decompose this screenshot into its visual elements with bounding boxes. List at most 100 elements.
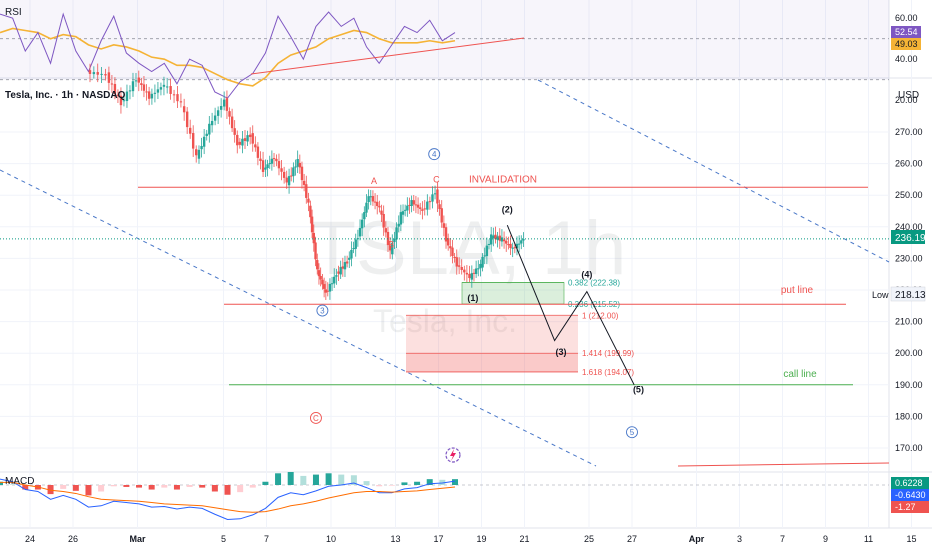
macd-histogram-bar xyxy=(401,482,408,485)
macd-histogram-bar xyxy=(161,485,168,488)
fib-lower-deep-zone xyxy=(406,353,578,372)
macd-label: MACD xyxy=(5,476,34,487)
candle-body xyxy=(463,269,466,273)
candle-body xyxy=(159,87,163,90)
macd-histogram-bar xyxy=(426,479,433,485)
candle-body xyxy=(352,248,355,250)
currency-label[interactable]: USD xyxy=(898,90,919,101)
candle-body xyxy=(259,158,262,161)
candle-body xyxy=(391,242,394,255)
wave-label-7: (5) xyxy=(633,385,644,395)
candle-body xyxy=(236,134,239,146)
candle-body xyxy=(406,205,409,211)
candle-body xyxy=(241,138,244,146)
candle-body xyxy=(483,255,486,257)
macd-histogram-bar xyxy=(249,485,256,488)
macd-histogram-bar xyxy=(123,485,130,487)
candle-body xyxy=(116,94,120,97)
candle-body xyxy=(408,204,411,206)
candle-body xyxy=(248,134,252,137)
candle-body xyxy=(254,144,257,148)
candle-body xyxy=(465,272,469,275)
candle-body xyxy=(110,83,114,85)
invalidation-label: INVALIDATION xyxy=(469,174,537,185)
wave-label-2: C xyxy=(433,175,440,185)
candle-body xyxy=(367,196,370,203)
candle-body xyxy=(371,196,375,202)
time-tick-13: 3 xyxy=(737,534,742,544)
macd-histogram-bar xyxy=(388,485,395,486)
candle-body xyxy=(395,227,398,240)
rsi-ma-value-badge: 49.03 xyxy=(891,38,921,50)
candle-body xyxy=(455,257,458,267)
candle-body xyxy=(251,133,254,144)
candle-body xyxy=(213,115,217,121)
candle-body xyxy=(487,243,491,246)
time-tick-0: 24 xyxy=(25,534,35,544)
circled-wave-label-2: C xyxy=(313,414,319,423)
candle-body xyxy=(145,91,148,93)
macd-histogram-bar xyxy=(60,485,67,489)
fib-lower-label-1: 1.414 (199.99) xyxy=(582,349,634,358)
candle-body xyxy=(522,239,525,241)
put-line-label: put line xyxy=(781,285,814,296)
candlesticks xyxy=(0,63,889,301)
lower-red-trendline xyxy=(677,462,890,467)
price-tick-9: 180.00 xyxy=(895,411,923,421)
candle-body xyxy=(337,271,340,274)
candle-body xyxy=(319,276,322,280)
candle-body xyxy=(230,116,234,129)
rsi-axis-tick-1: 40.00 xyxy=(895,54,918,64)
candle-body xyxy=(326,290,329,292)
signal-value-badge: -0.6430 xyxy=(891,489,929,501)
histogram-value: -1.27 xyxy=(895,502,916,512)
time-tick-7: 17 xyxy=(433,534,443,544)
candle-body xyxy=(397,223,400,227)
time-tick-1: 26 xyxy=(68,534,78,544)
time-tick-8: 19 xyxy=(476,534,486,544)
candle-body xyxy=(310,216,314,233)
upper-channel-line xyxy=(537,79,890,263)
drawn-lines: INVALIDATION put line call line xyxy=(0,79,890,467)
candle-body xyxy=(128,90,132,92)
signal-value: -0.6430 xyxy=(895,490,926,500)
low-label: Low xyxy=(872,290,889,300)
low-value: 218.13 xyxy=(895,290,926,301)
candle-body xyxy=(498,235,501,241)
macd-histogram-bar xyxy=(350,475,357,485)
candle-body xyxy=(210,120,214,126)
candle-body xyxy=(472,272,476,274)
candle-body xyxy=(360,219,364,229)
candle-body xyxy=(436,189,439,204)
candle-body xyxy=(309,205,312,218)
candle-body xyxy=(194,149,198,156)
macd-histogram-bar xyxy=(47,485,54,495)
candle-body xyxy=(365,202,368,213)
macd-histogram-bar xyxy=(148,485,155,490)
candle-body xyxy=(330,283,334,285)
candle-body xyxy=(122,100,126,102)
candle-body xyxy=(339,267,342,275)
candle-body xyxy=(256,146,260,158)
candle-body xyxy=(333,276,336,284)
candle-body xyxy=(113,83,117,95)
candle-body xyxy=(410,200,413,207)
candle-body xyxy=(197,149,201,159)
macd-panel xyxy=(0,472,889,520)
candle-body xyxy=(285,177,288,183)
wave-annotations: A B C (1) (2) (4) (3) (5) 4 3 C 5 xyxy=(310,148,644,463)
rsi-value-badge: 52.54 xyxy=(891,26,921,38)
candle-body xyxy=(314,242,317,260)
candle-body xyxy=(176,94,179,102)
time-tick-9: 21 xyxy=(519,534,529,544)
candle-body xyxy=(104,74,107,76)
candle-body xyxy=(246,135,249,142)
candle-body xyxy=(485,245,489,257)
macd-histogram-bar xyxy=(186,485,193,487)
macd-histogram-bar xyxy=(312,474,319,485)
candle-body xyxy=(460,267,463,270)
candle-body xyxy=(438,204,441,209)
candle-body xyxy=(444,227,448,242)
